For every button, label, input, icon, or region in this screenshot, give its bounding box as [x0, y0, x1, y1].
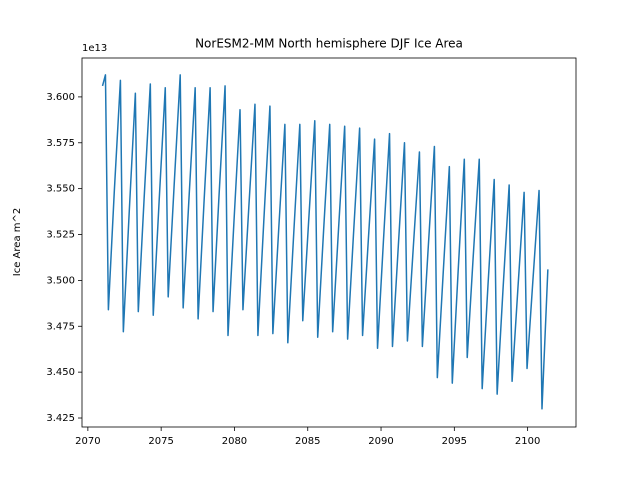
- y-tick-label: 3.575: [46, 138, 75, 149]
- x-tick-label: 2100: [515, 436, 540, 447]
- x-tick-label: 2080: [222, 436, 247, 447]
- data-line: [101, 74, 549, 410]
- y-tick-label: 3.500: [46, 275, 75, 286]
- x-tick-label: 2075: [148, 436, 173, 447]
- x-tick-label: 2095: [442, 436, 467, 447]
- y-offset-label: 1e13: [82, 43, 107, 54]
- x-tick-label: 2085: [295, 436, 320, 447]
- plot-frame: [81, 57, 577, 428]
- y-tick-label: 3.450: [46, 367, 75, 378]
- y-tick-label: 3.550: [46, 184, 75, 195]
- y-tick-label: 3.525: [46, 230, 75, 241]
- y-axis-label: Ice Area m^2: [12, 208, 23, 276]
- y-tick-label: 3.475: [46, 321, 75, 332]
- x-tick-label: 2090: [368, 436, 393, 447]
- chart-title: NorESM2-MM North hemisphere DJF Ice Area: [195, 37, 463, 51]
- y-tick-label: 3.425: [46, 413, 75, 424]
- y-tick-label: 3.600: [46, 92, 75, 103]
- x-tick-label: 2070: [75, 436, 100, 447]
